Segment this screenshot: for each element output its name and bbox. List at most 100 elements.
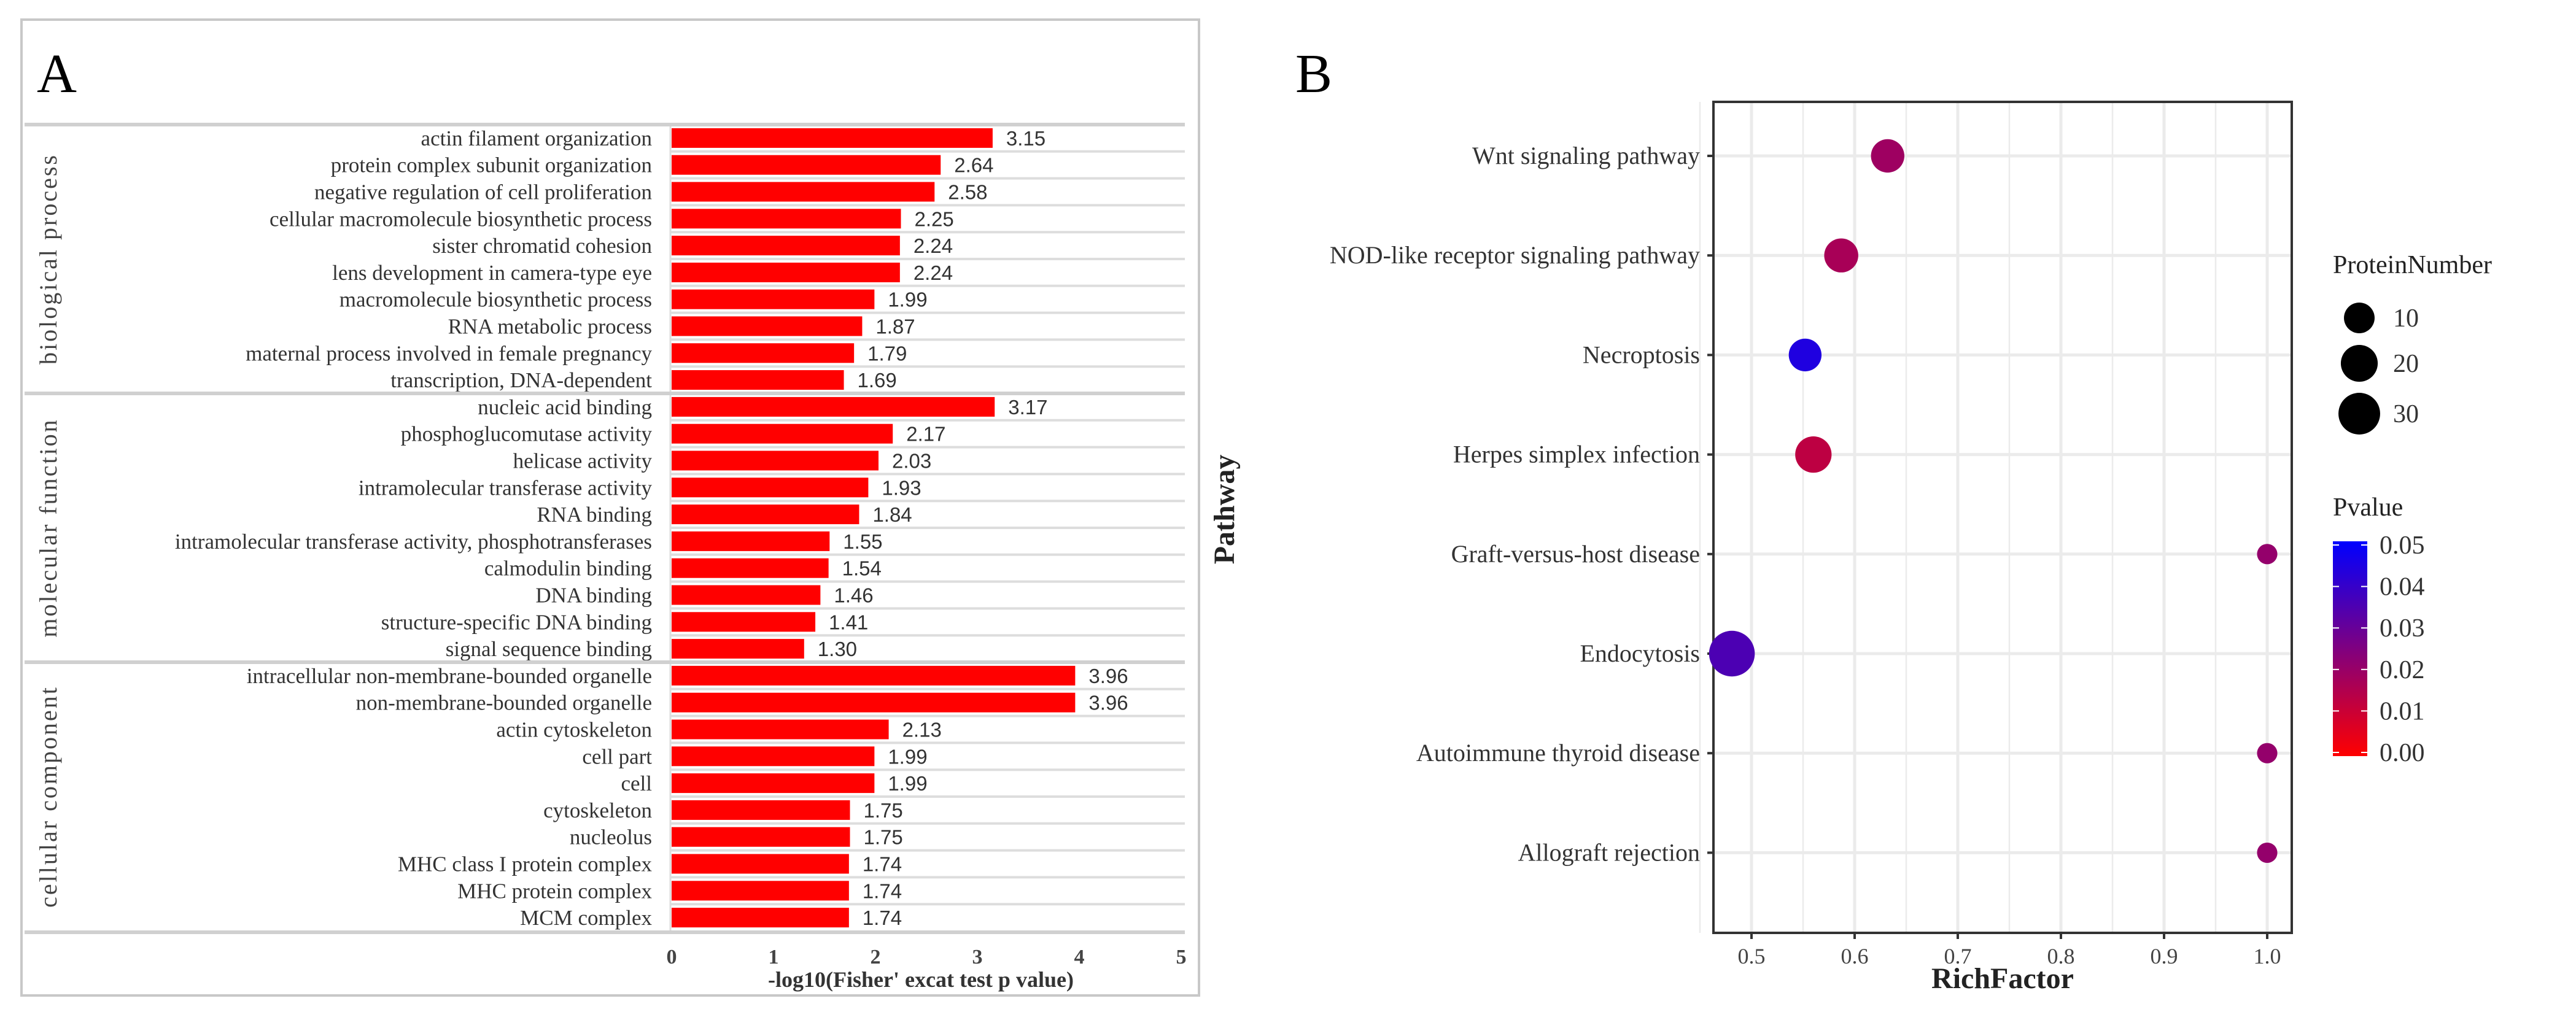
data-point bbox=[2257, 743, 2278, 763]
bar bbox=[672, 316, 863, 336]
bar bbox=[672, 773, 875, 794]
bar-value-label: 2.17 bbox=[906, 423, 945, 446]
bar bbox=[672, 665, 1076, 686]
x-axis-title: RichFactor bbox=[1931, 962, 2074, 995]
bar-value-label: 2.64 bbox=[954, 154, 993, 177]
category-label: calmodulin binding bbox=[484, 557, 652, 581]
category-label: intracellular non-membrane-bounded organ… bbox=[247, 664, 652, 688]
bar-value-label: 3.96 bbox=[1088, 665, 1128, 687]
size-legend-label: 30 bbox=[2393, 400, 2419, 428]
plot-background bbox=[1713, 102, 2292, 933]
color-legend-title: Pvalue bbox=[2333, 493, 2403, 522]
category-label: MCM complex bbox=[520, 906, 652, 930]
bar bbox=[672, 370, 844, 390]
bar bbox=[672, 692, 1076, 713]
category-label: RNA binding bbox=[537, 503, 652, 527]
x-tick-label: 0.8 bbox=[2047, 944, 2075, 968]
bar-value-label: 1.75 bbox=[864, 826, 903, 849]
color-legend-label: 0.02 bbox=[2380, 656, 2425, 684]
data-point bbox=[1788, 338, 1822, 372]
bar bbox=[672, 343, 855, 363]
bar bbox=[672, 155, 941, 175]
category-label: MHC protein complex bbox=[457, 879, 652, 903]
pathway-label: Wnt signaling pathway bbox=[1472, 142, 1700, 169]
data-point bbox=[1824, 238, 1858, 272]
category-label: cell part bbox=[582, 744, 652, 768]
bar-value-label: 1.74 bbox=[863, 906, 902, 929]
category-label: DNA binding bbox=[535, 584, 652, 608]
category-label: actin cytoskeleton bbox=[496, 718, 652, 742]
bar bbox=[672, 289, 875, 309]
bar bbox=[672, 881, 849, 901]
pathway-label: Necroptosis bbox=[1583, 341, 1700, 368]
pathway-label: Herpes simplex infection bbox=[1453, 441, 1700, 468]
pathway-label: Allograft rejection bbox=[1518, 838, 1700, 866]
bar-value-label: 1.87 bbox=[875, 315, 915, 338]
x-axis-title: -log10(Fisher' excat test p value) bbox=[768, 967, 1074, 992]
category-label: sister chromatid cohesion bbox=[432, 234, 652, 258]
bar-value-label: 1.55 bbox=[843, 530, 882, 553]
category-label: cytoskeleton bbox=[543, 798, 652, 822]
bar bbox=[672, 612, 816, 632]
category-label: maternal process involved in female preg… bbox=[246, 341, 652, 365]
size-legend-key bbox=[2338, 393, 2380, 435]
group-label: cellular component bbox=[34, 686, 62, 908]
bar-value-label: 1.41 bbox=[829, 611, 868, 633]
category-label: negative regulation of cell proliferatio… bbox=[314, 180, 652, 204]
bar bbox=[672, 827, 850, 847]
bar bbox=[672, 639, 804, 659]
panel-b-label: B bbox=[1295, 44, 1332, 104]
color-legend: Pvalue 0.05 0.04 0.03 0.02 0.01 0.00 bbox=[2333, 493, 2425, 767]
bar bbox=[672, 128, 993, 148]
bar-value-label: 1.30 bbox=[818, 638, 857, 660]
category-label: transcription, DNA-dependent bbox=[390, 368, 652, 392]
color-bar bbox=[2333, 541, 2367, 756]
data-point bbox=[1871, 139, 1904, 173]
bar-value-label: 1.99 bbox=[888, 288, 927, 311]
pathway-label: Autoimmune thyroid disease bbox=[1416, 739, 1700, 767]
category-label: macromolecule biosynthetic process bbox=[339, 288, 652, 312]
pathway-label: Endocytosis bbox=[1580, 640, 1700, 667]
x-tick-label: 0.9 bbox=[2151, 944, 2178, 968]
bar-value-label: 3.17 bbox=[1008, 396, 1047, 419]
x-tick-label: 2 bbox=[871, 946, 881, 968]
bar-value-label: 2.24 bbox=[914, 234, 953, 257]
data-point bbox=[2257, 842, 2278, 863]
bar bbox=[672, 182, 935, 202]
bar-value-label: 2.25 bbox=[915, 207, 954, 230]
x-tick-label: 0.6 bbox=[1841, 944, 1869, 968]
size-legend-title: ProteinNumber bbox=[2333, 251, 2492, 279]
bar-value-label: 1.74 bbox=[863, 879, 902, 902]
category-label: lens development in camera-type eye bbox=[332, 261, 652, 285]
category-label: cellular macromolecule biosynthetic proc… bbox=[270, 207, 652, 231]
bar-value-label: 1.75 bbox=[864, 799, 903, 822]
bar bbox=[672, 585, 821, 605]
panel-a-label: A bbox=[37, 44, 77, 104]
bar bbox=[672, 800, 850, 820]
x-tick-label: 0.5 bbox=[1738, 944, 1766, 968]
pathway-label: Graft-versus-host disease bbox=[1451, 540, 1700, 568]
panel-a-frame bbox=[20, 18, 1200, 997]
x-tick-label: 4 bbox=[1074, 946, 1085, 968]
category-label: helicase activity bbox=[513, 449, 653, 473]
category-label: nucleic acid binding bbox=[478, 395, 652, 419]
plot-border bbox=[1712, 101, 2293, 934]
bar bbox=[672, 450, 879, 471]
bar-value-label: 1.93 bbox=[882, 476, 921, 499]
x-tick-label: 1.0 bbox=[2254, 944, 2281, 968]
bar-value-label: 2.13 bbox=[902, 719, 942, 741]
bar bbox=[672, 854, 849, 874]
x-tick-label: 0 bbox=[667, 946, 677, 968]
size-legend-label: 10 bbox=[2393, 304, 2419, 333]
bar bbox=[672, 477, 869, 498]
color-legend-label: 0.00 bbox=[2380, 739, 2425, 767]
pathway-label: NOD-like receptor signaling pathway bbox=[1330, 241, 1700, 269]
size-legend: ProteinNumber 10 20 30 bbox=[2333, 251, 2492, 435]
size-legend-key bbox=[2344, 303, 2375, 333]
bar bbox=[672, 558, 829, 578]
category-label: actin filament organization bbox=[421, 126, 652, 150]
group-label: molecular function bbox=[34, 418, 62, 637]
category-label: non-membrane-bounded organelle bbox=[356, 691, 652, 715]
bar-value-label: 1.99 bbox=[888, 772, 927, 795]
